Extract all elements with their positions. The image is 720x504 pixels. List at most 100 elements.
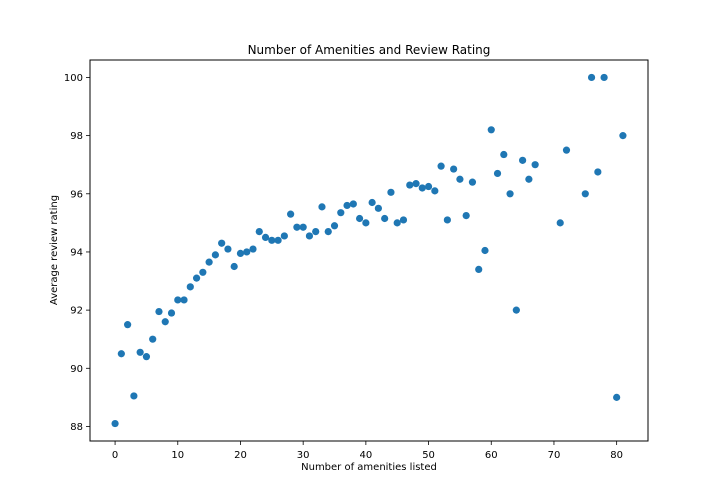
- data-point: [512, 306, 520, 314]
- data-point: [117, 350, 125, 358]
- data-point: [431, 187, 439, 195]
- data-point: [161, 318, 169, 326]
- data-point: [199, 268, 207, 276]
- data-point: [324, 228, 332, 236]
- data-point: [180, 296, 188, 304]
- y-tick-label: 92: [70, 306, 83, 317]
- data-point: [399, 216, 408, 224]
- x-tick-label: 50: [422, 450, 435, 461]
- data-point: [142, 353, 151, 361]
- data-point: [236, 249, 245, 258]
- data-point: [330, 222, 339, 230]
- data-point: [218, 239, 226, 247]
- data-point: [149, 335, 157, 343]
- data-point: [475, 265, 483, 273]
- data-point: [556, 219, 564, 227]
- data-point: [456, 175, 464, 183]
- data-point: [205, 258, 213, 266]
- data-point: [261, 233, 270, 242]
- data-point: [136, 348, 144, 356]
- x-tick-label: 20: [234, 450, 247, 461]
- data-point: [211, 251, 219, 259]
- x-tick-label: 30: [297, 450, 310, 461]
- x-tick-label: 60: [485, 450, 498, 461]
- data-point: [412, 180, 420, 188]
- y-tick-label: 98: [70, 131, 83, 142]
- data-point: [305, 232, 314, 240]
- data-point: [192, 274, 201, 282]
- data-point: [481, 246, 489, 255]
- data-point: [356, 214, 364, 223]
- y-tick-label: 90: [70, 364, 83, 375]
- data-point: [167, 309, 176, 317]
- data-point: [343, 201, 351, 210]
- data-point: [368, 198, 376, 207]
- data-point: [312, 228, 320, 236]
- data-point: [299, 223, 307, 231]
- data-point: [337, 209, 345, 217]
- data-point: [531, 161, 539, 169]
- plot-frame: [89, 59, 649, 442]
- data-point: [349, 200, 357, 208]
- data-point: [287, 210, 295, 218]
- data-point: [124, 321, 132, 329]
- data-point: [493, 169, 502, 178]
- data-point: [443, 216, 451, 224]
- data-point: [450, 165, 458, 173]
- data-point: [243, 248, 251, 256]
- y-tick-label: 96: [70, 189, 83, 200]
- y-axis-label: Average review rating: [49, 195, 60, 305]
- data-point: [619, 132, 627, 140]
- data-point: [600, 73, 608, 82]
- data-point: [268, 236, 276, 244]
- data-point: [418, 184, 426, 192]
- x-tick-label: 80: [610, 450, 623, 461]
- x-tick-label: 70: [548, 450, 561, 461]
- data-point: [362, 219, 370, 227]
- data-point: [500, 150, 508, 159]
- data-point: [519, 156, 527, 164]
- data-point: [130, 392, 138, 400]
- data-point: [293, 223, 301, 231]
- data-point: [594, 168, 602, 176]
- data-point: [562, 146, 571, 154]
- data-point: [174, 296, 182, 304]
- chart-title: Number of Amenities and Review Rating: [248, 43, 491, 57]
- data-point: [587, 73, 596, 82]
- data-point: [249, 245, 257, 253]
- x-axis-label: Number of amenities listed: [301, 462, 437, 473]
- y-tick-label: 100: [64, 73, 83, 84]
- data-point: [437, 162, 445, 170]
- data-point: [468, 178, 477, 186]
- y-tick-label: 94: [70, 247, 83, 258]
- data-point: [381, 214, 389, 223]
- data-point: [318, 203, 326, 211]
- data-point: [274, 236, 282, 244]
- data-point: [255, 228, 263, 236]
- data-point: [462, 212, 470, 220]
- data-point: [506, 190, 514, 198]
- data-point: [525, 175, 533, 183]
- x-tick-label: 10: [171, 450, 184, 461]
- data-point: [374, 204, 382, 212]
- data-point: [186, 283, 194, 291]
- axis-ticks: 0 10 20 30 40 50 60 70 80 88 90 92 94 96 98 100: [64, 73, 623, 461]
- data-point: [155, 307, 163, 316]
- data-point: [393, 219, 401, 227]
- x-tick-label: 40: [359, 450, 372, 461]
- data-point: [230, 262, 238, 271]
- data-point: [111, 419, 119, 428]
- data-point: [280, 232, 288, 240]
- data-point: [224, 245, 232, 253]
- data-point: [581, 190, 589, 198]
- x-tick-label: 0: [112, 450, 118, 461]
- data-point: [424, 182, 433, 191]
- data-point: [487, 126, 495, 134]
- y-tick-label: 88: [70, 422, 83, 433]
- data-point: [387, 188, 395, 196]
- data-point: [406, 181, 414, 189]
- data-points: [111, 73, 627, 428]
- data-point: [613, 393, 621, 401]
